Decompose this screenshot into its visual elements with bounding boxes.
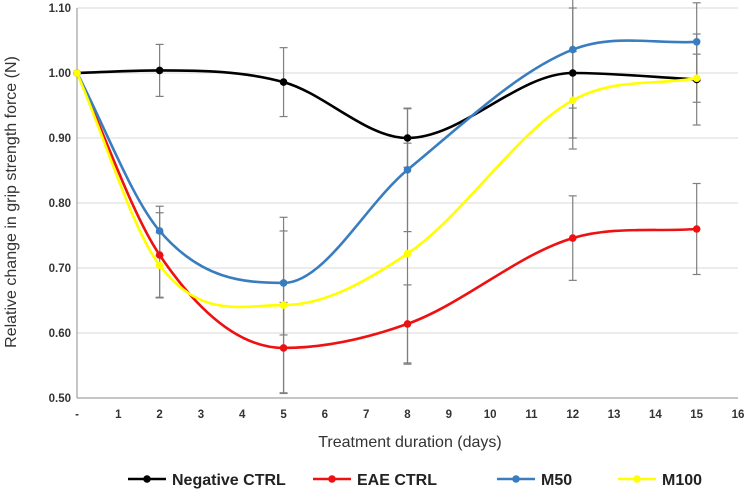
x-tick-label: 2 — [156, 409, 162, 421]
data-point-m50 — [155, 227, 164, 235]
y-axis-title: Relative change in grip strength force (… — [3, 56, 20, 348]
data-point-m50 — [692, 38, 701, 46]
x-tick-label: 14 — [649, 409, 662, 421]
y-tick-label: 0.70 — [49, 263, 71, 275]
data-point-negative-ctrl — [279, 78, 288, 86]
data-point-m50 — [279, 279, 288, 287]
legend-label-m100: M100 — [662, 472, 702, 489]
data-point-eae-ctrl — [279, 344, 288, 352]
data-point-eae-ctrl — [403, 320, 412, 328]
data-point-negative-ctrl — [568, 69, 577, 77]
series-line-m50 — [75, 39, 697, 285]
legend-marker-negative-ctrl — [143, 475, 151, 483]
x-tick-label: 5 — [280, 409, 287, 421]
x-tick-label: 4 — [239, 409, 246, 421]
x-tick-label: 1 — [115, 409, 122, 421]
x-tick-label: - — [75, 409, 79, 421]
data-point-eae-ctrl — [155, 251, 164, 259]
y-tick-label: 1.10 — [49, 3, 71, 15]
data-point-m100 — [692, 74, 701, 82]
tick-layer: 0.500.600.700.800.901.001.10- 1 2 3 4 5 6 7 8 9 10… — [49, 3, 745, 421]
legend-label-eae-ctrl: EAE CTRL — [357, 472, 437, 489]
legend: Negative CTRL EAE CTRL M50 M100 — [128, 472, 702, 489]
x-tick-label: 9 — [446, 409, 452, 421]
data-point-m100 — [279, 301, 288, 309]
data-point-m100 — [568, 96, 577, 105]
data-point-m100 — [155, 261, 164, 270]
y-tick-label: 1.00 — [49, 68, 71, 80]
legend-marker-eae-ctrl — [328, 475, 336, 483]
series-line-eae-ctrl — [75, 72, 697, 350]
data-point-eae-ctrl — [692, 225, 701, 233]
legend-label-m50: M50 — [541, 472, 572, 489]
y-tick-label: 0.90 — [49, 133, 71, 145]
legend-marker-m50 — [512, 475, 520, 483]
data-point-eae-ctrl — [568, 234, 577, 242]
x-axis-title: Treatment duration (days) — [318, 434, 501, 451]
x-tick-label: 13 — [608, 409, 621, 421]
y-tick-label: 0.50 — [49, 393, 71, 405]
data-point-m100 — [403, 249, 412, 258]
series-line-negative-ctrl — [76, 69, 697, 140]
series-layer — [73, 0, 701, 395]
y-tick-label: 0.80 — [49, 198, 71, 210]
x-tick-label: 11 — [525, 409, 538, 421]
legend-marker-m100 — [633, 475, 641, 483]
x-tick-label: 16 — [732, 409, 745, 421]
x-tick-label: 12 — [566, 409, 579, 421]
x-tick-label: 6 — [322, 409, 328, 421]
x-tick-label: 15 — [690, 409, 703, 421]
x-tick-label: 3 — [198, 409, 204, 421]
x-tick-label: 7 — [363, 409, 369, 421]
data-point-m100 — [73, 69, 81, 77]
x-tick-label: 8 — [404, 409, 411, 421]
data-point-negative-ctrl — [155, 66, 164, 75]
data-point-negative-ctrl — [403, 134, 412, 142]
legend-label-negative-ctrl: Negative CTRL — [172, 472, 286, 489]
y-tick-label: 0.60 — [49, 328, 71, 340]
x-tick-label: 10 — [484, 409, 497, 421]
data-point-m50 — [568, 45, 577, 54]
data-point-m50 — [403, 166, 412, 174]
